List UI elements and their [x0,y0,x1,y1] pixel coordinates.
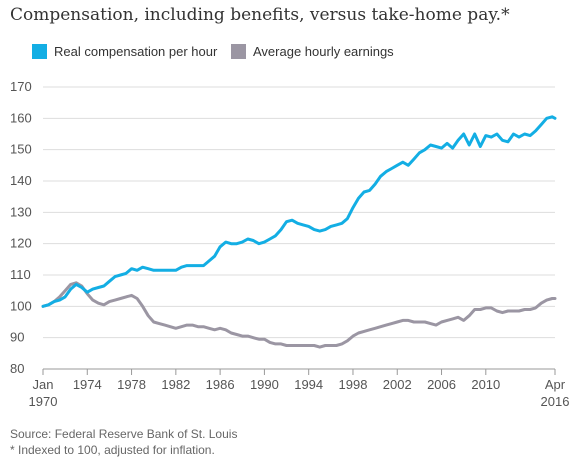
x-tick-label-9: 2006 [427,377,456,392]
series-line-compensation [41,115,557,308]
x-tick-label-6: 1994 [294,377,323,392]
x-tick-label-8: 2002 [383,377,412,392]
y-tick-label-160: 160 [10,110,32,125]
y-tick-label-120: 120 [10,236,32,251]
y-tick-label-110: 110 [10,267,31,282]
legend-swatch-earnings [231,44,246,59]
legend-label-earnings: Average hourly earnings [253,44,394,59]
y-tick-label-140: 140 [10,173,32,188]
y-tick-label-130: 130 [10,204,32,219]
y-tick-label-100: 100 [10,298,32,313]
source-note: Source: Federal Reserve Bank of St. Loui… [10,427,238,441]
legend-item-earnings: Average hourly earnings [231,44,394,59]
footer: Source: Federal Reserve Bank of St. Loui… [10,426,237,458]
series-lines [41,115,557,349]
x-tick-label-5: 1990 [250,377,279,392]
legend-item-compensation: Real compensation per hour [32,44,217,59]
y-tick-label-80: 80 [10,361,24,376]
x-tick-label-2: 1978 [117,377,146,392]
x-tick-label-11-year: 2016 [541,394,570,409]
y-tick-label-90: 90 [10,330,24,345]
x-tick-label-11: Apr [545,377,566,392]
y-tick-label-150: 150 [10,142,32,157]
legend-swatch-compensation [32,44,47,59]
x-tick-label-0-year: 1970 [29,394,58,409]
x-tick-label-7: 1998 [339,377,368,392]
gridlines [43,86,555,370]
series-line-earnings [41,281,557,349]
y-axis-tick-labels: 80 90 100 110 120 130 140 150 160 170 [10,79,32,376]
chart-title: Compensation, including benefits, versus… [10,5,510,25]
x-tick-label-1: 1974 [73,377,102,392]
footnote: * Indexed to 100, adjusted for inflation… [10,443,215,457]
x-tick-label-0: Jan [33,377,54,392]
y-tick-label-170: 170 [10,79,32,94]
x-tick-label-4: 1986 [206,377,235,392]
x-tick-label-3: 1982 [161,377,190,392]
legend-label-compensation: Real compensation per hour [54,44,218,59]
x-tick-label-10: 2010 [471,377,500,392]
x-axis-ticks: Jan 1970 1974 1978 1982 1986 1990 1994 1998 2002 2… [29,369,570,409]
